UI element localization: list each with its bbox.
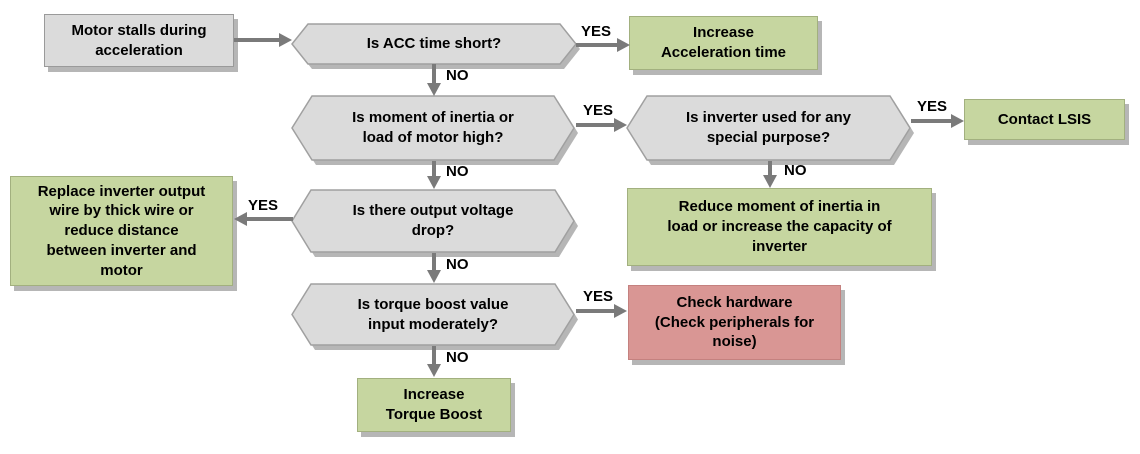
label-torque-yes: YES bbox=[583, 288, 614, 305]
decision-acc-time-short: Is ACC time short? bbox=[291, 23, 580, 69]
hexagon-shape bbox=[291, 189, 578, 257]
label-voltage-yes: YES bbox=[248, 197, 279, 214]
node-increase-acceleration-time-label: Increase Acceleration time bbox=[660, 24, 787, 61]
arrow-acc-no bbox=[432, 64, 436, 85]
arrowhead-torque-yes bbox=[614, 304, 627, 318]
arrowhead-start-to-acc bbox=[279, 33, 292, 47]
arrowhead-torque-no bbox=[427, 364, 441, 377]
decision-special-purpose-label: Is inverter used for any special purpose… bbox=[685, 109, 852, 146]
node-increase-torque-boost-label: Increase Torque Boost bbox=[385, 386, 483, 423]
node-reduce-inertia-label: Reduce moment of inertia in load or incr… bbox=[667, 198, 892, 255]
node-increase-acceleration-time: Increase Acceleration time bbox=[629, 16, 818, 70]
decision-torque-boost: Is torque boost value input moderately? bbox=[291, 283, 578, 350]
hexagon-shape bbox=[291, 23, 580, 69]
hexagon-shape bbox=[291, 283, 578, 350]
arrow-voltage-yes bbox=[247, 217, 293, 221]
arrowhead-inertia-no bbox=[427, 176, 441, 189]
decision-inertia-high-label: Is moment of inertia or load of motor hi… bbox=[352, 109, 514, 146]
arrow-special-yes bbox=[911, 119, 952, 123]
node-check-hardware-label: Check hardware (Check peripherals for no… bbox=[654, 293, 815, 351]
arrow-inertia-yes bbox=[576, 123, 615, 127]
label-torque-no: NO bbox=[446, 349, 469, 366]
decision-inertia-high: Is moment of inertia or load of motor hi… bbox=[291, 95, 578, 165]
label-inertia-yes: YES bbox=[583, 102, 614, 119]
node-check-hardware: Check hardware (Check peripherals for no… bbox=[628, 285, 841, 360]
arrowhead-acc-no bbox=[427, 83, 441, 96]
node-motor-stalls: Motor stalls during acceleration bbox=[44, 14, 234, 67]
arrow-start-to-acc bbox=[234, 38, 280, 42]
arrow-acc-yes bbox=[576, 43, 618, 47]
arrow-voltage-no bbox=[432, 253, 436, 271]
arrowhead-inertia-yes bbox=[614, 118, 627, 132]
arrow-torque-no bbox=[432, 346, 436, 365]
label-voltage-no: NO bbox=[446, 256, 469, 273]
arrow-special-no bbox=[768, 161, 772, 176]
decision-voltage-drop-label: Is there output voltage drop? bbox=[352, 202, 514, 239]
arrowhead-special-no bbox=[763, 175, 777, 188]
decision-voltage-drop: Is there output voltage drop? bbox=[291, 189, 578, 257]
node-replace-wire: Replace inverter output wire by thick wi… bbox=[10, 176, 233, 286]
arrowhead-voltage-no bbox=[427, 270, 441, 283]
arrowhead-acc-yes bbox=[617, 38, 630, 52]
node-contact-lsis-label: Contact LSIS bbox=[997, 110, 1092, 128]
hexagon-shape bbox=[291, 95, 578, 165]
decision-special-purpose: Is inverter used for any special purpose… bbox=[626, 95, 914, 165]
node-increase-torque-boost: Increase Torque Boost bbox=[357, 378, 511, 432]
label-inertia-no: NO bbox=[446, 163, 469, 180]
arrowhead-voltage-yes bbox=[234, 212, 247, 226]
label-acc-no: NO bbox=[446, 67, 469, 84]
node-reduce-inertia: Reduce moment of inertia in load or incr… bbox=[627, 188, 932, 266]
label-special-no: NO bbox=[784, 162, 807, 179]
label-acc-yes: YES bbox=[581, 23, 612, 40]
node-contact-lsis: Contact LSIS bbox=[964, 99, 1125, 140]
node-motor-stalls-label: Motor stalls during acceleration bbox=[71, 21, 207, 59]
label-special-yes: YES bbox=[917, 98, 948, 115]
arrow-torque-yes bbox=[576, 309, 615, 313]
decision-acc-time-short-label: Is ACC time short? bbox=[366, 35, 502, 53]
node-replace-wire-label: Replace inverter output wire by thick wi… bbox=[37, 182, 206, 279]
decision-torque-boost-label: Is torque boost value input moderately? bbox=[357, 295, 509, 333]
arrow-inertia-no bbox=[432, 161, 436, 177]
hexagon-shape bbox=[626, 95, 914, 165]
arrowhead-special-yes bbox=[951, 114, 964, 128]
